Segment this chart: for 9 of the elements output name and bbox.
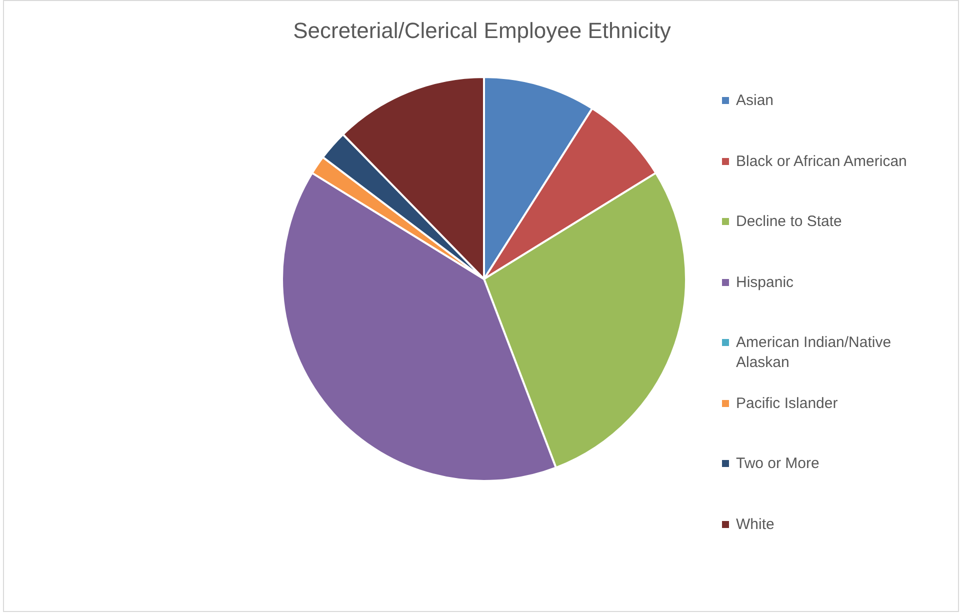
chart-title: Secreterial/Clerical Employee Ethnicity: [292, 18, 672, 44]
legend-label: Decline to State: [736, 212, 843, 232]
legend-label: Asian: [736, 91, 775, 111]
legend-label: Hispanic: [736, 272, 795, 292]
legend-label: Black or African American: [736, 152, 908, 172]
legend-label: Pacific Islander: [736, 394, 839, 414]
legend-label: White: [736, 514, 776, 534]
legend-label: American Indian/Native Alaskan: [736, 333, 892, 373]
legend-label: Two or More: [736, 454, 820, 474]
